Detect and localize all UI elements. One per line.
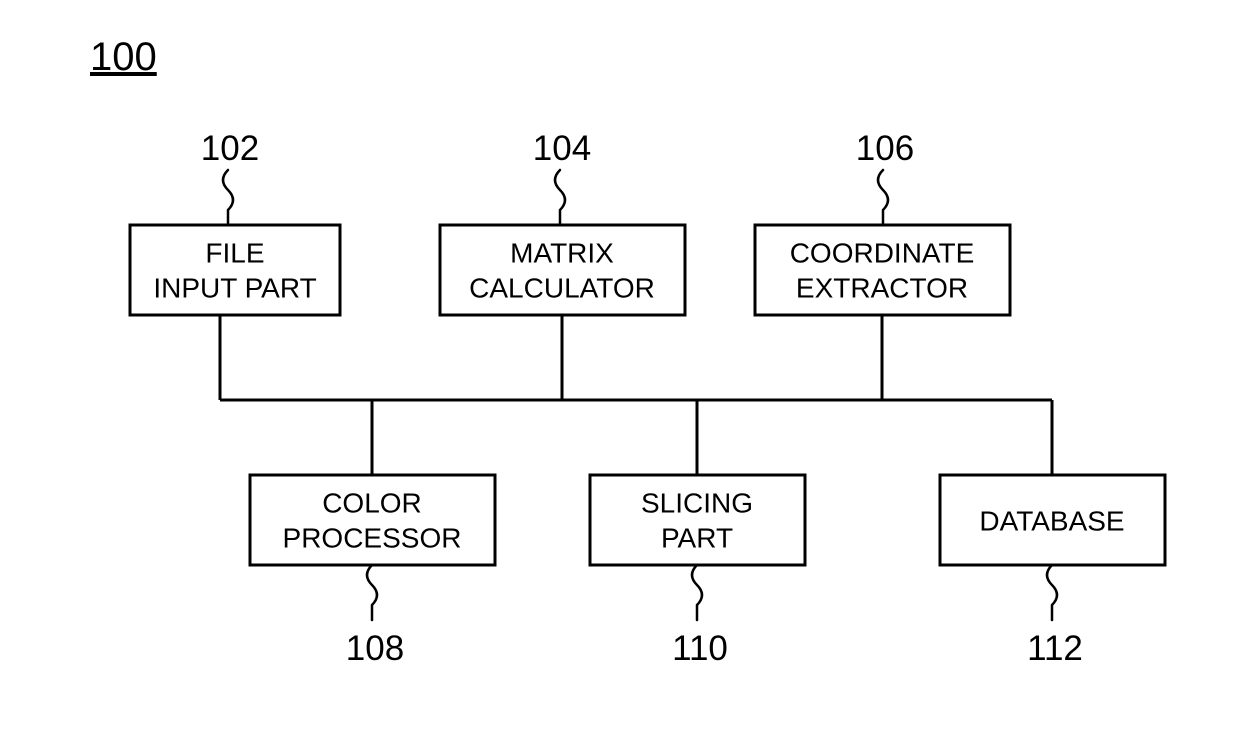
file-input-line1: FILE — [205, 237, 264, 268]
slicing-ref: 110 — [672, 629, 728, 668]
slicing-line2: PART — [661, 522, 733, 553]
color-proc-squiggle — [367, 565, 377, 620]
matrix-calc-ref: 104 — [533, 129, 591, 168]
database-ref: 112 — [1027, 629, 1083, 668]
title-ref: 100 — [90, 35, 157, 79]
file-input-line2: INPUT PART — [153, 272, 316, 303]
file-input-squiggle — [223, 170, 233, 225]
database-squiggle — [1047, 565, 1057, 620]
slicing-squiggle — [692, 565, 702, 620]
coord-ext-squiggle — [878, 170, 888, 225]
color-proc-ref: 108 — [346, 629, 404, 668]
coord-ext-line1: COORDINATE — [790, 237, 975, 268]
coord-ext-line2: EXTRACTOR — [796, 272, 968, 303]
coord-ext-ref: 106 — [856, 129, 914, 168]
matrix-calc-line2: CALCULATOR — [469, 272, 655, 303]
file-input-ref: 102 — [201, 129, 259, 168]
slicing-line1: SLICING — [641, 487, 753, 518]
color-proc-line2: PROCESSOR — [283, 522, 462, 553]
matrix-calc-squiggle — [555, 170, 565, 225]
database-line1: DATABASE — [979, 505, 1124, 536]
color-proc-line1: COLOR — [322, 487, 422, 518]
matrix-calc-line1: MATRIX — [510, 237, 614, 268]
block-diagram: 100 FILE INPUT PART 102 MATRIX CALCULATO… — [0, 0, 1240, 735]
